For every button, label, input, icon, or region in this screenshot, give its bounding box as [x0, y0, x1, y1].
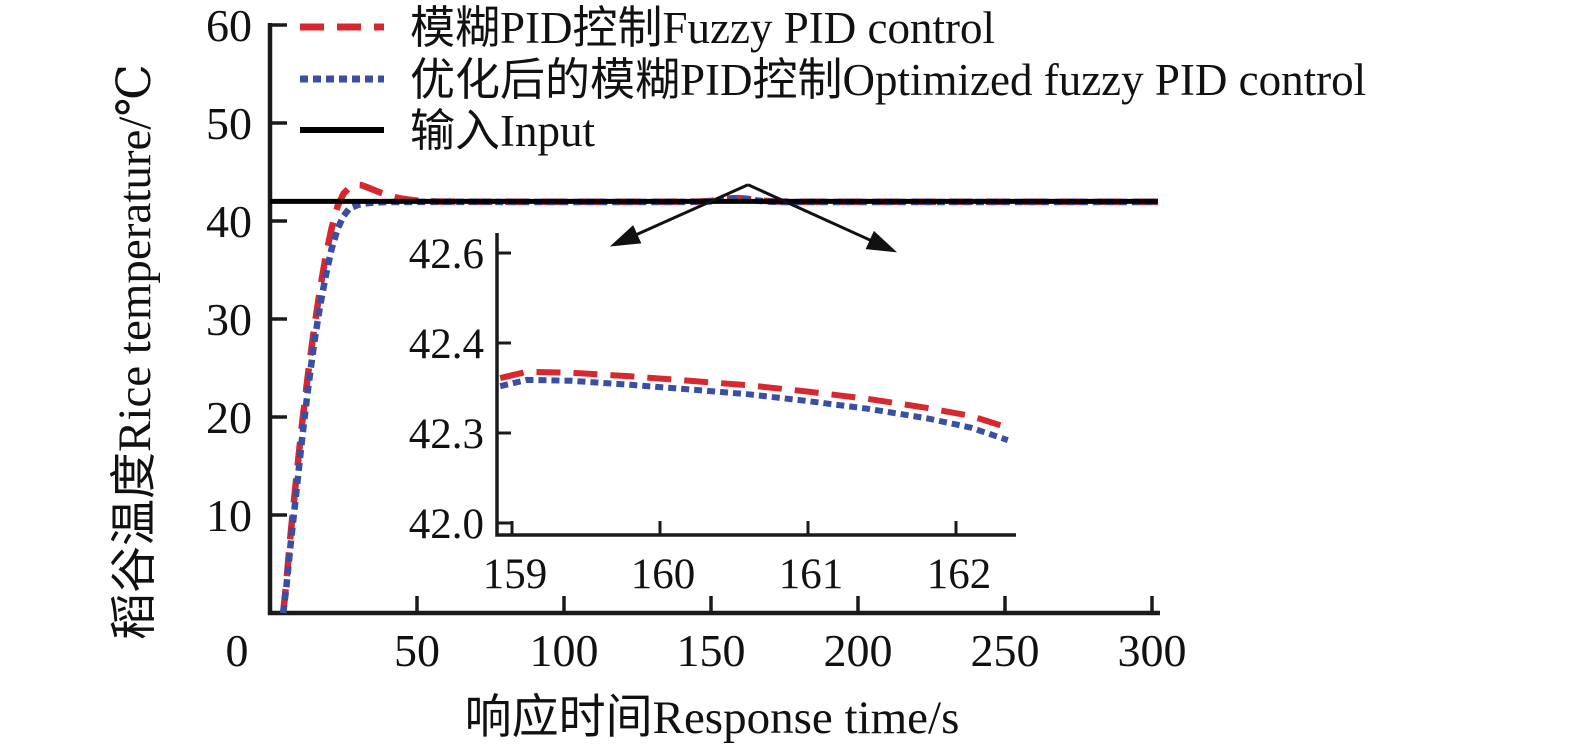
legend-label-1: 优化后的模糊PID控制Optimized fuzzy PID control [410, 55, 1366, 105]
legend-label-2: 输入Input [410, 106, 595, 156]
main-x-tick-label-250: 250 [971, 625, 1040, 676]
inset-x-tick-label-161: 161 [779, 551, 844, 598]
main-y-tick-label-60: 60 [206, 0, 252, 51]
legend-item-1: 优化后的模糊PID控制Optimized fuzzy PID control [300, 55, 1366, 105]
main-x-tick-label-0: 0 [226, 625, 249, 676]
main-x-tick-label-200: 200 [824, 625, 893, 676]
main-x-tick-label-150: 150 [677, 625, 746, 676]
x-axis-title: 响应时间Response time/s [465, 692, 960, 744]
legend: 模糊PID控制Fuzzy PID control优化后的模糊PID控制Optim… [300, 3, 1366, 156]
main-x-tick-label-100: 100 [530, 625, 599, 676]
legend-item-2: 输入Input [300, 106, 595, 156]
main-axes: 0 50 100 150 200 250 300 10 20 30 40 50 60 [206, 0, 1187, 676]
callout-line-left [631, 183, 749, 239]
inset-y-tick-label-42.0: 42.0 [409, 501, 484, 548]
inset-x-tick-label-160: 160 [631, 551, 696, 598]
legend-item-0: 模糊PID控制Fuzzy PID control [300, 3, 995, 53]
inset-y-tick-label-42.6: 42.6 [409, 231, 484, 278]
inset-y-tick-label-42.3: 42.3 [409, 411, 484, 458]
callout-arrowhead-right [865, 230, 898, 253]
series-optimized-fuzzy-pid-inset [499, 376, 1009, 444]
zoom-callout [609, 183, 898, 253]
legend-label-0: 模糊PID控制Fuzzy PID control [410, 3, 995, 53]
inset-axis-lines [495, 233, 1016, 537]
callout-line-right [747, 183, 876, 244]
inset-x-tick-label-162: 162 [927, 551, 992, 598]
main-y-tick-label-20: 20 [206, 392, 252, 443]
y-axis-title: 稻谷温度Rice temperature/℃ [109, 64, 161, 640]
inset-x-tick-label-159: 159 [483, 551, 548, 598]
main-x-tick-label-50: 50 [394, 625, 440, 676]
main-y-tick-label-10: 10 [206, 490, 252, 541]
main-axis-lines [267, 23, 1160, 616]
main-y-tick-label-50: 50 [206, 98, 252, 149]
series-fuzzy-pid-inset [499, 368, 1009, 431]
main-y-tick-label-40: 40 [206, 196, 252, 247]
main-y-tick-label-30: 30 [206, 294, 252, 345]
inset-y-tick-label-42.4: 42.4 [409, 321, 484, 368]
main-x-tick-label-300: 300 [1118, 625, 1187, 676]
callout-arrowhead-left [609, 225, 642, 247]
